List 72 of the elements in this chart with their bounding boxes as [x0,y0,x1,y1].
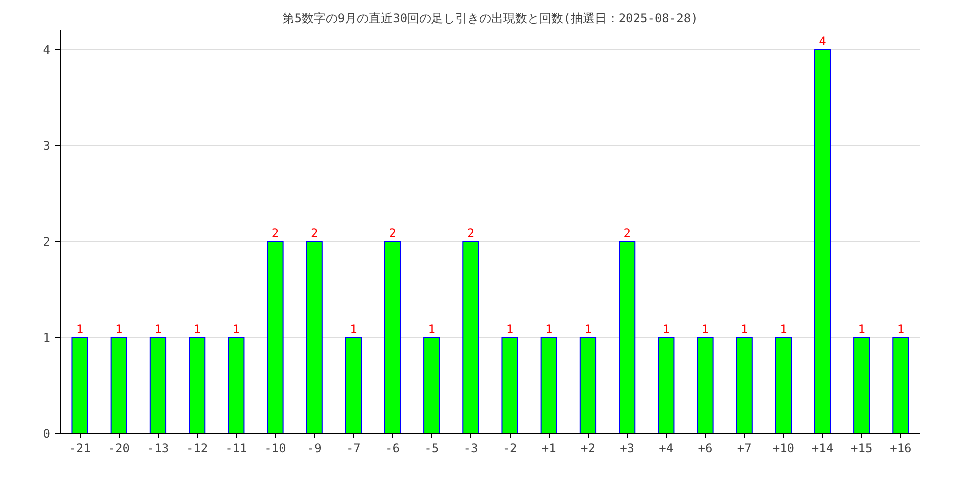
data-label: 1 [76,322,84,337]
data-label: 1 [858,322,866,337]
data-label: 1 [740,322,748,337]
bar [267,241,284,434]
y-tick-label: 2 [43,235,51,250]
data-label: 1 [546,322,553,337]
x-tick-label: -2 [502,442,518,456]
x-tick-label: +1 [542,442,556,456]
x-tick-label: +16 [890,442,912,456]
x-tick-label: -5 [424,442,440,456]
data-label: 1 [897,322,905,337]
bar [892,337,910,434]
x-tick-label: -10 [264,442,286,456]
bar [775,337,792,434]
x-tick-label: -9 [307,442,322,456]
y-tick-label: 1 [43,331,51,346]
x-tick-label: +15 [851,442,873,456]
bar [150,337,167,434]
x-tick-label: +3 [620,442,635,456]
data-label: 4 [819,34,826,49]
x-tick-label: -12 [186,442,208,456]
x-tick-label: -13 [147,442,170,456]
data-label: 1 [194,322,201,337]
x-tick-label: -7 [346,442,361,456]
x-tick-label: -21 [69,442,91,456]
bar [462,241,480,434]
data-label: 2 [310,226,318,241]
x-tick-label: +2 [581,442,596,456]
y-tick-label: 0 [43,427,51,441]
bar [854,337,870,434]
x-tick-label: -20 [108,442,130,456]
x-tick-label: +14 [812,442,834,456]
bar [306,241,323,434]
data-label: 2 [389,226,396,241]
data-label: 1 [584,322,592,337]
x-tick-label: +10 [772,442,795,456]
bar [540,337,558,434]
y-tick-label: 4 [43,43,51,58]
bar [502,337,518,434]
x-tick-label: +6 [698,442,713,456]
data-label: 1 [662,322,670,337]
bar [345,337,362,434]
x-tick-label: +4 [659,442,674,456]
data-label: 2 [467,226,475,241]
data-label: 2 [272,226,280,241]
bar [424,337,440,434]
data-label: 1 [232,322,240,337]
data-label: 1 [116,322,123,337]
data-label: 1 [154,322,162,337]
bar [580,337,597,434]
bar [697,337,714,434]
bar [72,337,88,434]
data-label: 1 [428,322,436,337]
y-tick-label: 3 [43,139,51,154]
bar [228,337,245,434]
bar [619,241,636,434]
x-tick-label: -6 [386,442,400,456]
data-label: 2 [624,226,631,241]
x-tick-label: +7 [737,442,752,456]
bar [384,241,402,434]
data-label: 1 [702,322,710,337]
bar [658,337,675,434]
bar [110,337,128,434]
bar [189,337,206,434]
data-label: 1 [506,322,514,337]
bar [736,337,753,434]
data-label: 1 [780,322,788,337]
x-tick-label: -3 [464,442,478,456]
x-tick-label: -11 [226,442,248,456]
bar [814,49,832,434]
chart-title: 第5数字の9月の直近30回の足し引きの出現数と回数(抽選日：2025-08-28) [282,12,698,26]
data-label: 1 [350,322,358,337]
